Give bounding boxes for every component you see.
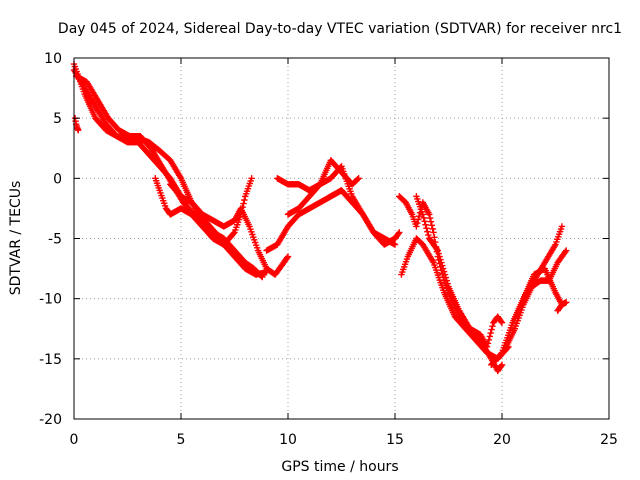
series-track-8 (284, 157, 362, 218)
data-point (424, 228, 431, 235)
x-tick-label: 25 (600, 432, 618, 448)
data-point (428, 222, 436, 229)
data-point (498, 319, 506, 326)
x-tick-label: 20 (493, 432, 511, 448)
data-point (395, 230, 402, 237)
data-point (355, 175, 362, 182)
data-point (498, 361, 506, 369)
data-point (422, 221, 429, 228)
data-point (284, 253, 292, 260)
data-point (486, 333, 493, 340)
data-point (420, 214, 427, 222)
y-tick-labels: 10 5 0 -5 -10 -15 -20 (39, 51, 62, 428)
data-point (283, 254, 291, 261)
data-point (240, 200, 247, 207)
data-point (396, 229, 403, 236)
data-point (443, 277, 450, 284)
data-point (489, 322, 496, 330)
data-point (419, 211, 427, 218)
data-point (438, 259, 445, 266)
y-axis-label: SDTVAR / TECUs (8, 181, 24, 296)
series-track-4 (152, 175, 255, 248)
data-point (433, 245, 441, 253)
y-tick-label: -20 (39, 412, 62, 428)
data-point (426, 211, 433, 218)
data-point (75, 127, 82, 134)
x-tick-label: 5 (177, 432, 186, 448)
data-point (354, 175, 361, 183)
data-point (427, 218, 435, 225)
data-point (258, 272, 265, 280)
x-tick-label: 10 (279, 432, 297, 448)
data-point (434, 247, 441, 254)
data-point (563, 247, 570, 254)
grid (74, 58, 609, 419)
data-point (497, 350, 505, 358)
data-point (488, 326, 495, 333)
y-tick-label: 10 (44, 51, 62, 67)
series-track-10 (413, 193, 506, 350)
y-tick-label: 0 (53, 171, 62, 187)
data-point (439, 262, 446, 269)
series-track-7 (263, 187, 399, 254)
x-axis-label: GPS time / hours (281, 459, 398, 475)
data-point (558, 223, 566, 230)
data-point (441, 271, 449, 278)
data-point (562, 248, 569, 256)
data-point (439, 265, 447, 272)
axis-ticks (73, 57, 610, 420)
x-tick-labels: 0 5 10 15 20 25 (70, 432, 618, 448)
data-point (430, 229, 437, 236)
data-point (230, 230, 237, 237)
chart-title: Day 045 of 2024, Sidereal Day-to-day VTE… (58, 21, 622, 37)
series-track-1 (70, 60, 270, 278)
y-tick-label: -5 (48, 232, 62, 248)
y-tick-label: -10 (39, 292, 62, 308)
y-tick-label: -15 (39, 352, 62, 368)
data-point (415, 216, 422, 223)
data-point (497, 318, 505, 325)
data-point (414, 219, 421, 227)
data-point (421, 218, 428, 225)
data-point (426, 214, 434, 222)
data-point (429, 225, 436, 233)
data-point (442, 274, 450, 281)
data-point (415, 212, 423, 220)
data-point (440, 268, 448, 275)
data-point (484, 340, 492, 347)
data-point (436, 253, 443, 260)
data-point (391, 241, 399, 248)
data-point (563, 299, 570, 306)
data-point (413, 223, 420, 230)
data-point (435, 250, 442, 257)
data-point (497, 362, 505, 370)
x-tick-label: 0 (70, 432, 79, 448)
x-tick-label: 15 (386, 432, 404, 448)
data-point (423, 224, 430, 232)
data-point (259, 273, 266, 281)
series-track-5 (167, 181, 292, 278)
data-point (241, 196, 248, 204)
data-point (248, 175, 255, 182)
data-marks (70, 60, 570, 375)
y-tick-label: 5 (53, 111, 62, 127)
series-track-14 (509, 265, 566, 326)
data-point (425, 231, 432, 239)
data-point (437, 256, 444, 263)
data-point (444, 280, 451, 287)
data-point (431, 234, 438, 241)
data-point (485, 336, 493, 344)
series-track-16 (554, 299, 570, 314)
data-point (487, 329, 494, 337)
